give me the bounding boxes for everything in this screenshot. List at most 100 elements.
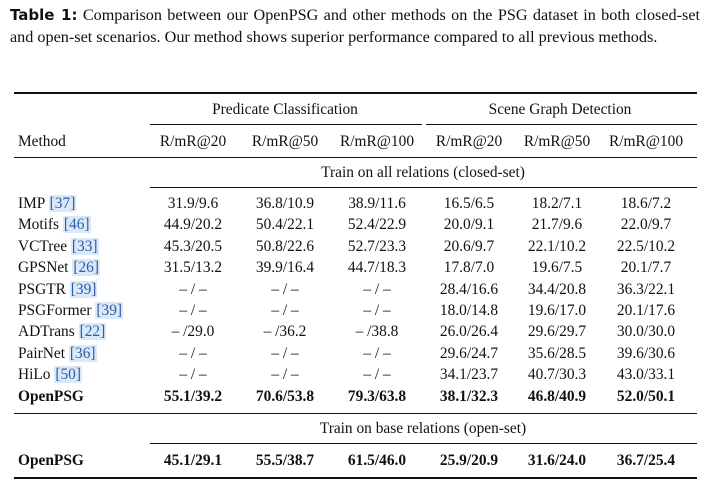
value-cell: 34.1/23.7 [439, 366, 499, 384]
value-cell: 22.0/9.7 [620, 216, 672, 234]
method-cell: HiLo [50] [18, 365, 83, 385]
value-cell: 61.5/46.0 [347, 452, 407, 469]
value-cell: – / – [271, 366, 299, 384]
value-cell: – / – [363, 344, 391, 362]
value-cell: 18.0/14.8 [439, 302, 499, 319]
method-cell: Motifs [46] [18, 215, 91, 235]
method-name: Motifs [18, 216, 60, 234]
citation: [46] [62, 216, 91, 234]
value-cell: 55.5/38.7 [255, 452, 315, 469]
method-name: HiLo [18, 366, 51, 384]
value-cell: 44.7/18.3 [347, 259, 407, 277]
value-cell: 16.5/6.5 [443, 195, 495, 212]
value-cell: 52.4/22.9 [347, 216, 407, 234]
value-cell: – / – [179, 302, 207, 319]
method-name: IMP [18, 195, 45, 212]
value-cell: – / – [271, 302, 299, 319]
value-cell: 18.6/7.2 [620, 195, 672, 212]
value-cell: – / – [179, 344, 207, 362]
value-cell: 70.6/53.8 [255, 387, 315, 405]
method-cell: VCTree [33] [18, 237, 99, 257]
citation: [33] [70, 237, 99, 255]
value-cell: 39.9/16.4 [255, 259, 315, 277]
value-cell: – / – [363, 366, 391, 384]
value-cell: 19.6/7.5 [531, 259, 583, 277]
value-cell: 20.0/9.1 [443, 216, 495, 234]
value-cell: 26.0/26.4 [439, 323, 499, 341]
rule [150, 443, 697, 444]
group-header: Scene Graph Detection [488, 101, 632, 118]
value-cell: 29.6/24.7 [439, 344, 499, 362]
value-cell: – / – [271, 344, 299, 362]
value-cell: 25.9/20.9 [439, 452, 499, 469]
method-cell: GPSNet [26] [18, 258, 100, 278]
column-header: R/mR@100 [339, 133, 415, 150]
value-cell: 38.1/32.3 [439, 387, 499, 405]
method-cell: PSGTR [39] [18, 280, 98, 300]
value-cell: – / – [271, 280, 299, 298]
value-cell: – / – [179, 280, 207, 298]
value-cell: 31.6/24.0 [527, 452, 587, 469]
citation: [22] [78, 323, 107, 341]
value-cell: 40.7/30.3 [527, 366, 587, 384]
value-cell: – / – [363, 302, 391, 319]
rule [14, 477, 697, 479]
value-cell: 18.2/7.1 [531, 195, 583, 212]
value-cell: 30.0/30.0 [616, 323, 676, 341]
rule [150, 187, 697, 188]
method-cell: OpenPSG [18, 451, 84, 471]
method-cell: PairNet [36] [18, 344, 97, 364]
value-cell: 50.4/22.1 [255, 216, 315, 234]
value-cell: 43.0/33.1 [616, 366, 676, 384]
citation: [39] [95, 302, 124, 319]
value-cell: 22.5/10.2 [616, 237, 676, 255]
group-header: Predicate Classification [212, 101, 358, 118]
value-cell: – / – [363, 280, 391, 298]
value-cell: 36.8/10.9 [255, 195, 315, 212]
method-name: OpenPSG [18, 452, 84, 469]
caption-text: Comparison between our OpenPSG and other… [10, 6, 701, 46]
column-header: R/mR@100 [608, 133, 684, 150]
value-cell: 20.1/17.6 [616, 302, 676, 319]
rule [14, 157, 697, 159]
value-cell: 36.3/22.1 [616, 280, 676, 298]
value-cell: 34.4/20.8 [527, 280, 587, 298]
citation: [26] [72, 259, 100, 277]
value-cell: 45.3/20.5 [163, 237, 223, 255]
value-cell: 22.1/10.2 [527, 237, 587, 255]
value-cell: – /36.2 [263, 323, 307, 341]
value-cell: 36.7/25.4 [616, 452, 676, 469]
value-cell: 79.3/63.8 [347, 387, 407, 405]
caption-label: Table 1: [10, 6, 78, 24]
method-cell: ADTrans [22] [18, 322, 107, 342]
value-cell: 52.0/50.1 [616, 387, 676, 405]
column-header: R/mR@50 [251, 133, 319, 150]
column-header: R/mR@20 [159, 133, 227, 150]
value-cell: 19.6/17.0 [527, 302, 587, 319]
citation: [37] [48, 195, 77, 212]
value-cell: 35.6/28.5 [527, 344, 587, 362]
value-cell: – / – [179, 366, 207, 384]
section-title: Train on all relations (closed-set) [321, 164, 525, 181]
method-cell: PSGFormer [39] [18, 301, 124, 321]
column-header: R/mR@20 [435, 133, 503, 150]
value-cell: 31.5/13.2 [163, 259, 223, 277]
value-cell: 17.8/7.0 [443, 259, 495, 277]
rule [150, 124, 422, 125]
value-cell: 20.6/9.7 [443, 237, 495, 255]
section-title: Train on base relations (open-set) [319, 420, 527, 437]
method-name: VCTree [18, 237, 68, 255]
method-name: ADTrans [18, 323, 75, 341]
column-header: R/mR@50 [523, 133, 591, 150]
value-cell: – /29.0 [171, 323, 215, 341]
method-name: PSGTR [18, 280, 66, 298]
citation: [39] [69, 280, 98, 298]
value-cell: 31.9/9.6 [167, 195, 219, 212]
caption: Table 1: Comparison between our OpenPSG … [10, 4, 700, 48]
value-cell: – /38.8 [355, 323, 399, 341]
value-cell: 21.7/9.6 [531, 216, 583, 234]
citation: [50] [54, 366, 83, 384]
citation: [36] [68, 344, 97, 362]
rule [426, 124, 697, 125]
